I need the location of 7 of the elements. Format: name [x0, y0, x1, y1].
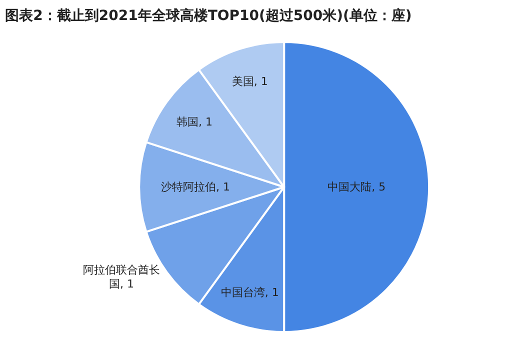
slice-label: 沙特阿拉伯, 1 [161, 180, 230, 194]
slice-label: 韩国, 1 [176, 115, 212, 128]
slice-label: 阿拉伯联合酋长国, 1 [82, 263, 160, 291]
slice-label: 中国大陆, 5 [328, 180, 386, 194]
slice-label: 美国, 1 [232, 75, 268, 88]
chart-title: 图表2：截止到2021年全球高楼TOP10(超过500米)(单位：座) [5, 6, 412, 24]
slice-label: 中国台湾, 1 [220, 286, 279, 299]
